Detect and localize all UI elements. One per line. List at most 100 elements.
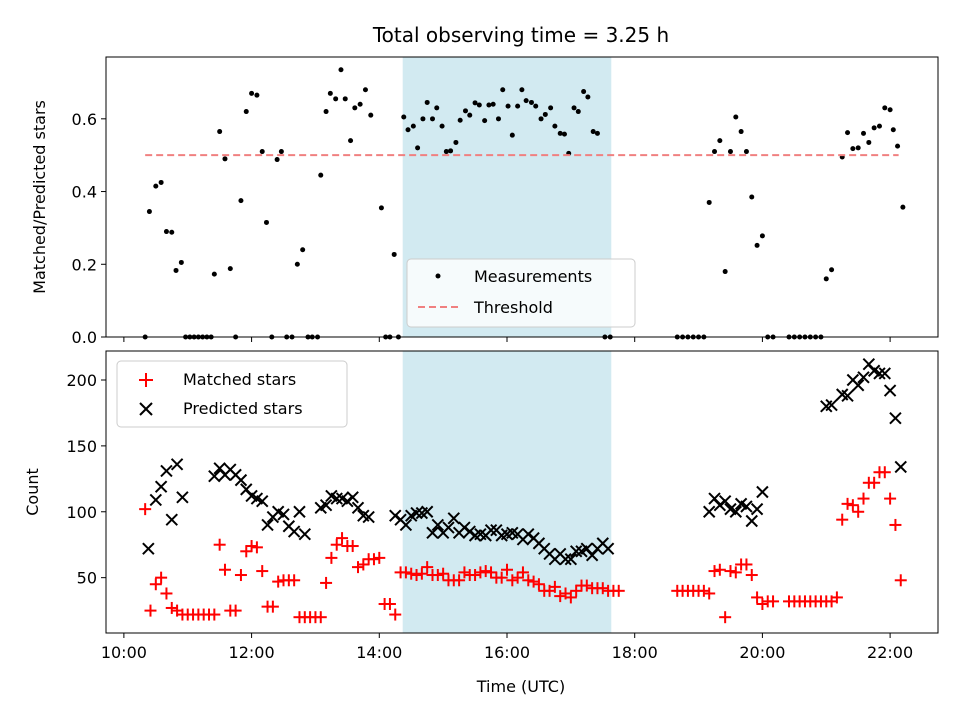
measurement-point [866, 139, 872, 145]
matched-star-point [160, 587, 173, 600]
matched-star-point [729, 566, 742, 579]
measurement-point [486, 102, 492, 108]
measurement-point [552, 123, 558, 129]
predicted-star-point [447, 512, 460, 525]
measurement-point [410, 123, 416, 129]
predicted-star-point [287, 525, 301, 538]
measurement-point [327, 90, 333, 96]
measurement-point [733, 114, 739, 120]
predicted-star-point [889, 411, 902, 425]
matched-star-point [357, 558, 370, 571]
measurement-point [871, 125, 877, 131]
bottom-y-axis-label: Count [23, 468, 42, 516]
predicted-star-point [261, 518, 274, 532]
matched-star-point [272, 575, 285, 588]
matched-star-point [240, 545, 253, 558]
measurement-point [173, 267, 179, 273]
predicted-star-point [420, 505, 434, 518]
predicted-star-point [234, 473, 248, 487]
predicted-star-point [883, 384, 897, 397]
predicted-star-point [894, 460, 907, 474]
bottom-legend: Matched stars Predicted stars [116, 360, 348, 428]
measurement-point [457, 117, 463, 123]
bottom-x-ticks: 10:00 12:00 14:00 16:00 18:00 20:00 22:00 [101, 633, 913, 662]
predicted-star-point [293, 505, 306, 518]
matched-star-point [367, 553, 380, 566]
measurement-point [405, 127, 411, 133]
measurement-point [876, 123, 882, 129]
predicted-star-point [165, 513, 178, 526]
matched-star-point [213, 538, 226, 551]
top-legend: Measurements Threshold [406, 258, 636, 328]
x-tick-label: 14:00 [356, 643, 402, 662]
matched-star-point [485, 566, 498, 579]
matched-star-point [399, 566, 412, 579]
measurement-point [523, 98, 529, 104]
matched-star-point [745, 569, 758, 582]
measurement-point [476, 102, 482, 108]
measurement-point [538, 116, 544, 122]
measurement-point [845, 130, 851, 136]
matched-star-point [165, 601, 178, 614]
matched-star-point [245, 540, 258, 553]
measurement-point [238, 198, 244, 204]
top-y-ticks: 0.0 0.2 0.4 0.6 [72, 110, 106, 347]
matched-star-point [320, 576, 333, 589]
measurement-point [743, 149, 749, 155]
measurement-point [300, 247, 306, 253]
predicted-star-point [559, 552, 572, 566]
x-tick-label: 18:00 [612, 643, 658, 662]
predicted-star-point [351, 501, 365, 515]
measurement-point [882, 105, 888, 111]
measurement-point [467, 112, 473, 118]
measurement-point [163, 229, 169, 235]
predicted-star-point [857, 371, 870, 384]
y-tick-label: 200 [66, 371, 97, 390]
predicted-star-point [745, 514, 758, 528]
measurement-point [448, 148, 454, 154]
matched-star-point [884, 492, 897, 505]
matched-star-point [570, 584, 583, 597]
matched-star-point [857, 492, 870, 505]
measurement-point [505, 103, 511, 109]
measurement-point [211, 271, 217, 277]
predicted-star-point [851, 379, 865, 392]
measurement-point [738, 129, 744, 135]
matched-star-point [708, 565, 721, 578]
matched-star-point [516, 566, 529, 579]
matched-star-point [389, 608, 402, 621]
x-tick-label: 12:00 [229, 643, 275, 662]
matched-star-point [352, 561, 365, 574]
measurement-point [348, 138, 354, 144]
matched-star-point [841, 497, 854, 510]
measurement-point [472, 100, 478, 106]
predicted-star-point [142, 542, 155, 555]
measurement-point [249, 90, 255, 96]
matched-star-point [713, 563, 726, 576]
bottom-markers-layer [139, 357, 907, 624]
measurement-point [594, 130, 600, 136]
measurement-point [754, 242, 760, 248]
y-tick-label: 0.6 [72, 110, 97, 129]
predicted-star-point [176, 491, 189, 504]
measurement-point [900, 204, 906, 210]
top-x-ticks [123, 337, 891, 342]
measurement-point [415, 145, 421, 151]
measurement-point [274, 157, 280, 163]
measurement-point [727, 149, 733, 155]
predicted-star-point [330, 492, 343, 505]
matched-star-point [500, 563, 513, 576]
predicted-star-point [878, 367, 891, 380]
matched-star-point [144, 604, 157, 617]
measurement-point [462, 108, 468, 114]
measurement-point [575, 109, 581, 115]
matched-star-point [756, 598, 769, 611]
matched-star-point [346, 540, 359, 553]
matched-star-point [751, 591, 764, 604]
top-panel: 0.0 0.2 0.4 0.6 Matched/Predicted stars Mea… [30, 56, 939, 347]
x-tick-label: 10:00 [101, 643, 147, 662]
predicted-star-point [750, 502, 764, 516]
matched-star-point [431, 569, 444, 582]
measurement-point [515, 103, 521, 109]
matched-star-point [453, 574, 466, 587]
